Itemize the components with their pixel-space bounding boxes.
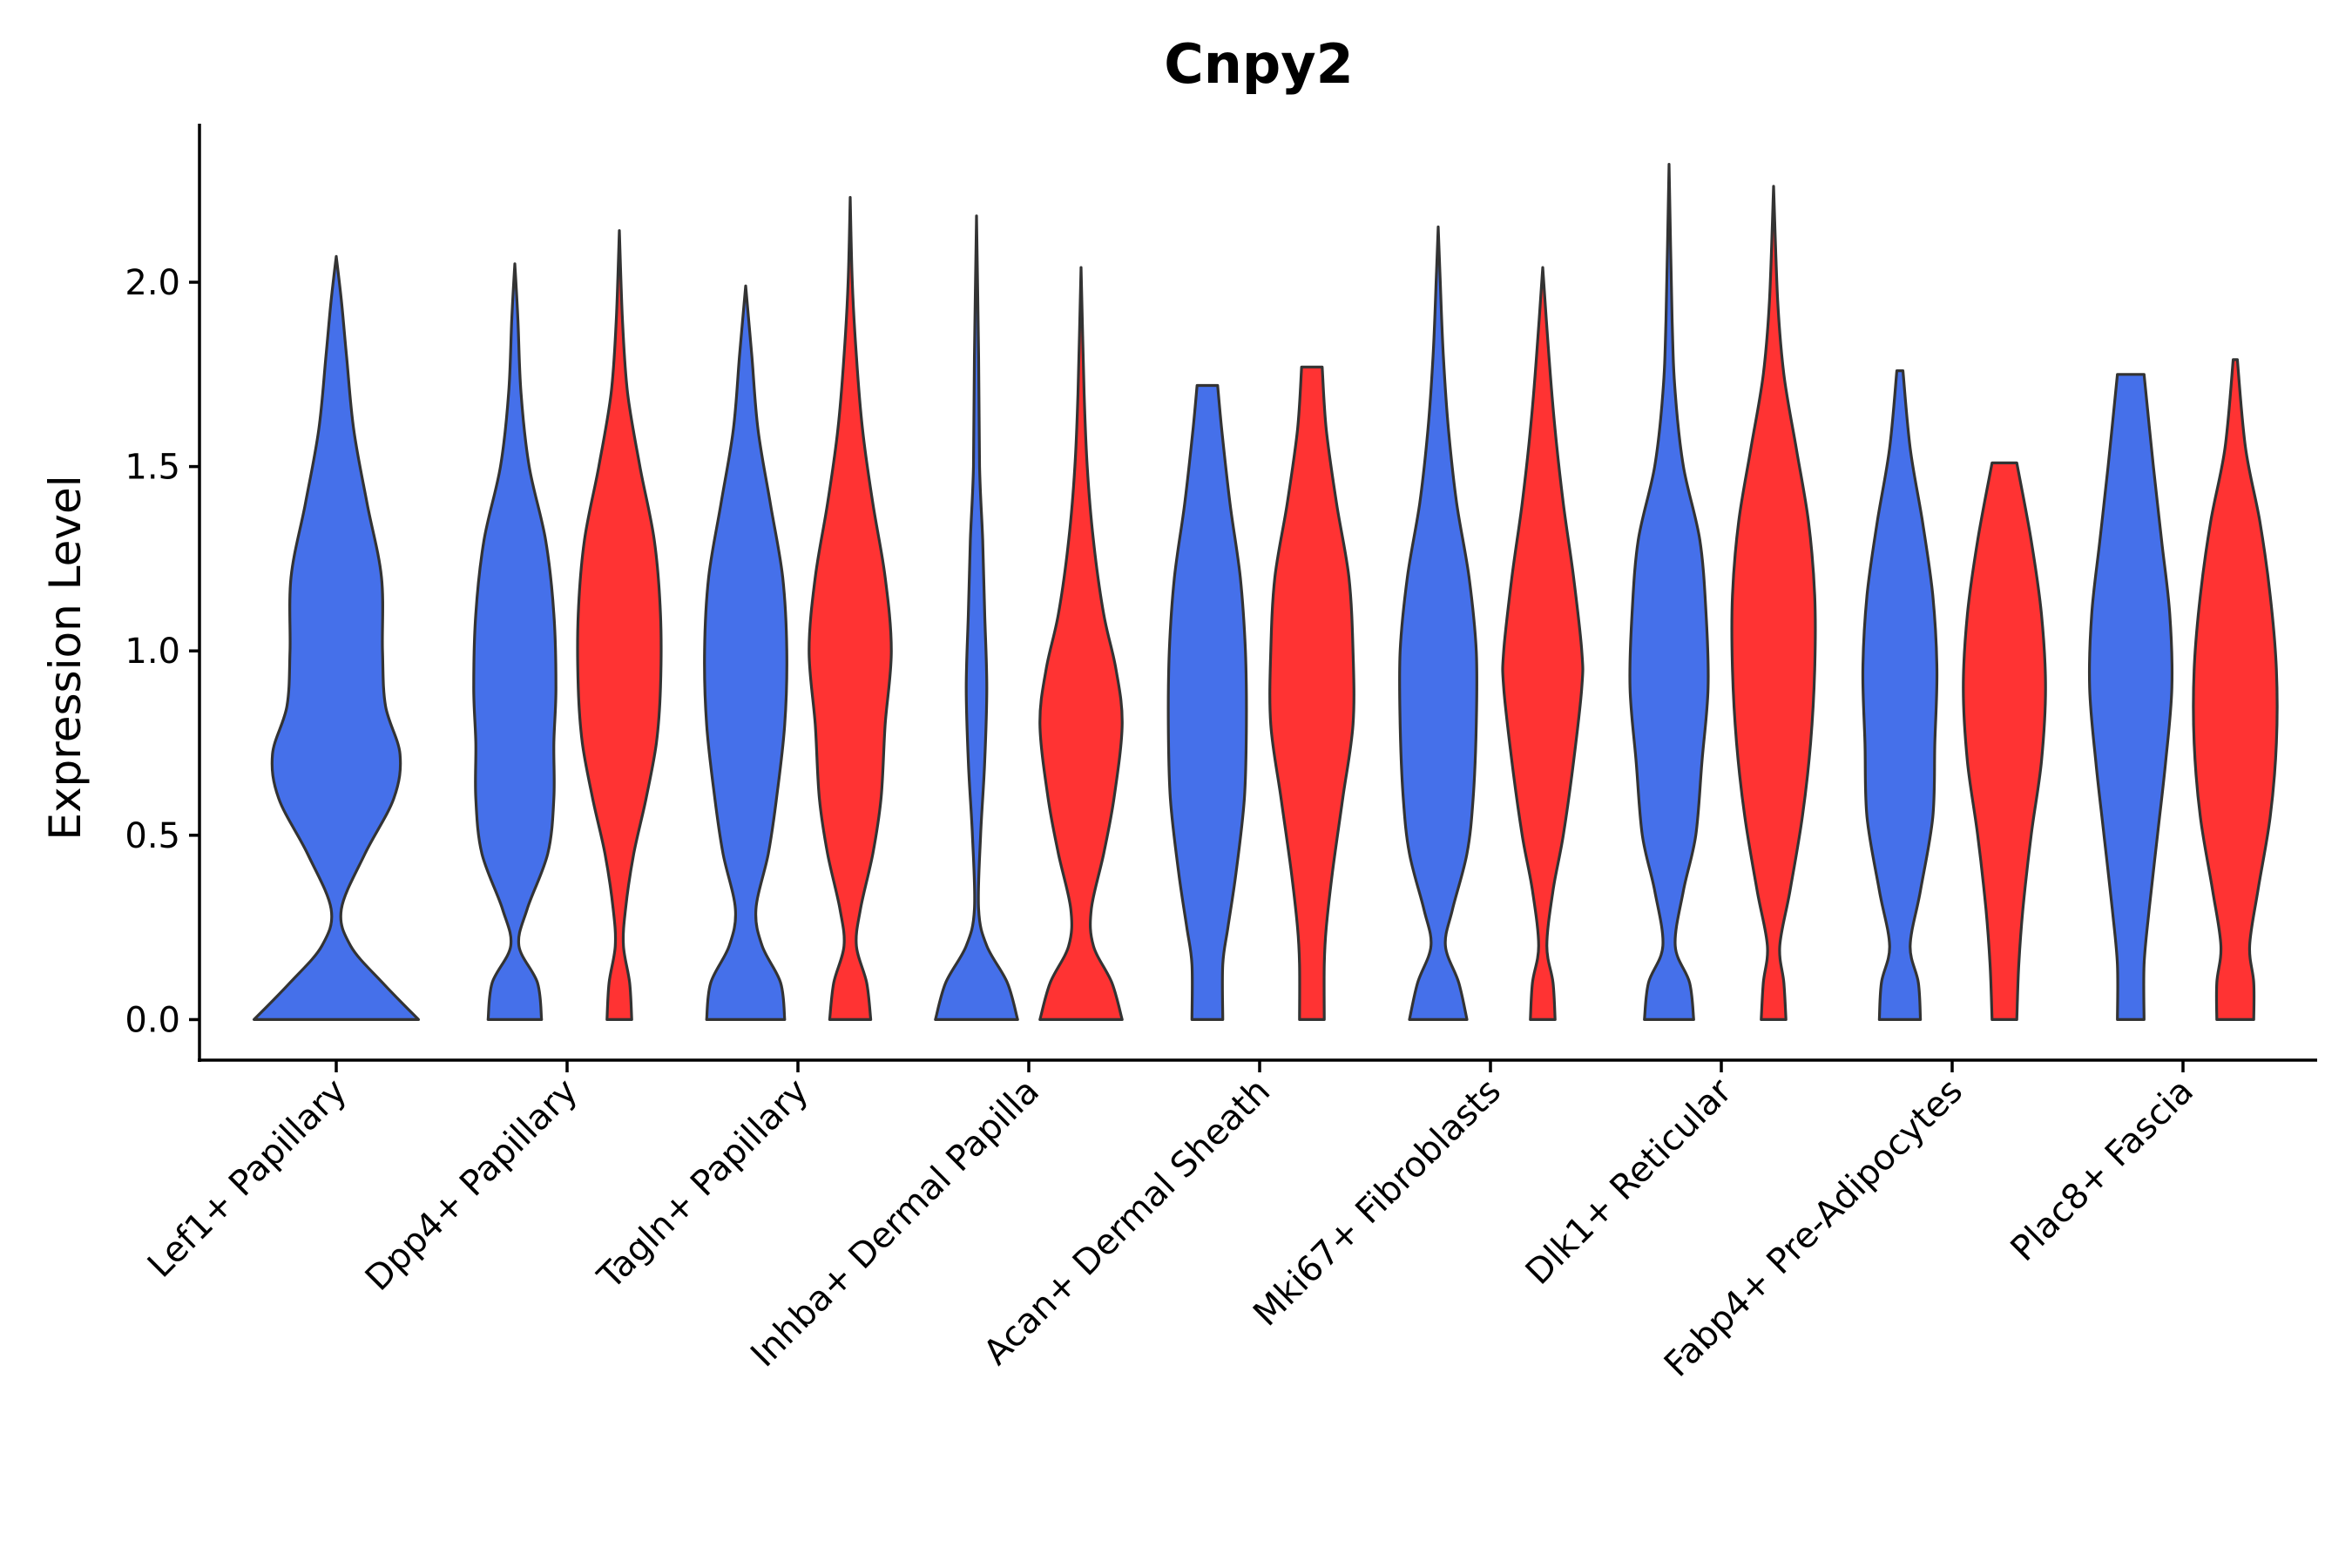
y-tick-label: 0.5	[125, 816, 180, 856]
violin-red-2	[808, 196, 893, 1021]
violin-red-5	[1501, 266, 1585, 1021]
violin-red-1	[576, 229, 663, 1021]
x-tick-label: Dpp4+ Papillary	[358, 1071, 585, 1299]
y-tick-label: 1.5	[125, 448, 180, 488]
violin-blue-7	[1861, 369, 1939, 1021]
violin-blue-8	[2087, 373, 2174, 1021]
violin-blue-5	[1397, 225, 1479, 1021]
chart-title: Cnpy2	[1164, 32, 1354, 96]
x-axis-ticks: Lef1+ Papillary Dpp4+ Papillary Tagln+ Pap…	[140, 1060, 2201, 1385]
y-axis-ticks: 0.0 0.5 1.0 1.5 2.0	[125, 263, 199, 1040]
violin-red-7	[1962, 461, 2047, 1021]
violin-layer	[253, 163, 2279, 1021]
y-tick-label: 1.0	[125, 632, 180, 672]
x-tick-label: Mki67+ Fibroblasts	[1246, 1071, 1509, 1335]
y-tick-label: 0.0	[125, 1000, 180, 1040]
y-axis-label: Expression Level	[40, 475, 91, 840]
violin-blue-6	[1628, 163, 1710, 1021]
violin-red-4	[1268, 365, 1355, 1021]
violin-red-8	[2192, 358, 2279, 1021]
violin-blue-3	[934, 214, 1019, 1021]
violin-blue-4	[1166, 383, 1248, 1021]
violin-blue-1	[472, 262, 558, 1021]
x-tick-label: Plac8+ Fascia	[2004, 1071, 2202, 1270]
violin-red-6	[1730, 185, 1817, 1021]
violin-blue-2	[703, 284, 788, 1021]
violin-blue-0	[253, 254, 420, 1021]
x-tick-label: Dlk1+ Reticular	[1518, 1071, 1740, 1293]
x-tick-label: Tagln+ Papillary	[590, 1071, 816, 1298]
violin-red-3	[1038, 266, 1124, 1021]
x-tick-label: Lef1+ Papillary	[140, 1071, 355, 1286]
y-tick-label: 2.0	[125, 263, 180, 303]
